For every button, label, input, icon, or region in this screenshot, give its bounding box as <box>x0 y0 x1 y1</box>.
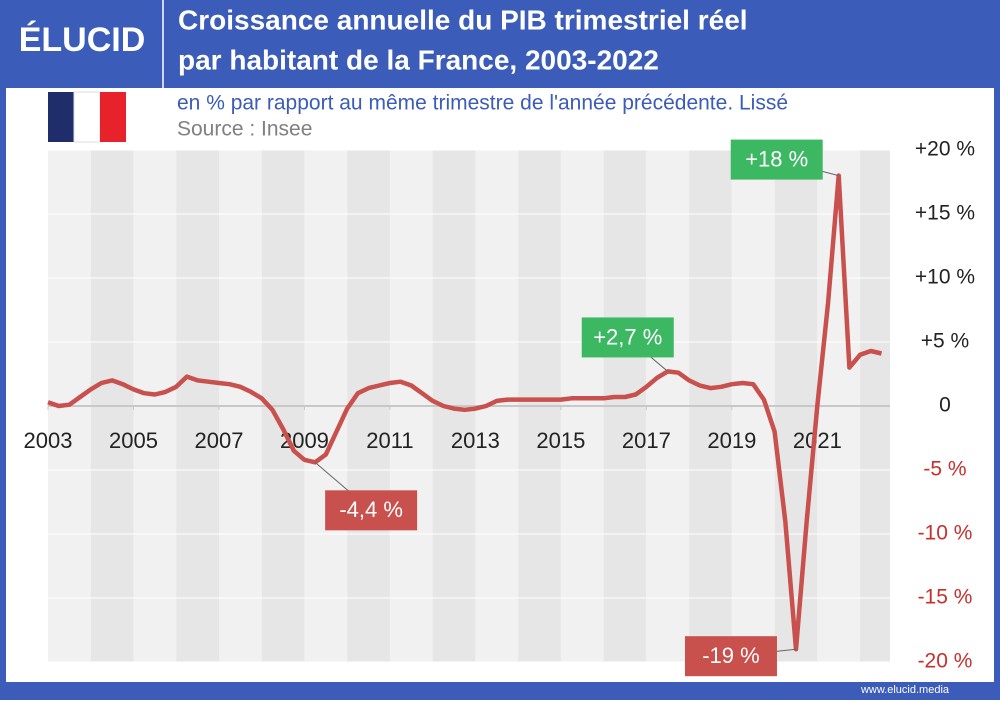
y-tick-label: +20 % <box>915 138 975 161</box>
flag-red <box>100 92 126 142</box>
title-line: par habitant de la France, 2003-2022 <box>178 44 659 75</box>
flag-blue <box>48 92 74 142</box>
flag-white <box>73 91 101 143</box>
flag <box>48 91 126 143</box>
annotation-box <box>684 636 777 677</box>
brand: ÉLUCID <box>19 21 146 59</box>
x-tick-label: 2021 <box>793 428 842 453</box>
y-tick-label: -5 % <box>923 458 966 481</box>
y-tick-label: -20 % <box>918 650 973 673</box>
y-tick-label: +10 % <box>915 266 975 289</box>
x-tick-label: 2011 <box>366 428 413 453</box>
title-line: Croissance annuelle du PIB trimestriel r… <box>178 4 748 35</box>
x-tick-label: 2015 <box>536 428 585 453</box>
annotation-box <box>325 490 418 531</box>
x-tick-label: 2003 <box>24 428 73 453</box>
x-tick-label: 2005 <box>109 428 158 453</box>
y-tick-label: -10 % <box>918 522 973 545</box>
data-line <box>47 173 883 652</box>
x-tick-label: 2013 <box>451 428 500 453</box>
y-tick-label: +15 % <box>915 202 975 225</box>
x-tick-label: 2019 <box>707 428 756 453</box>
source: Source : Insee <box>177 118 312 141</box>
x-tick-label: 2007 <box>194 428 243 453</box>
y-tick-label: +5 % <box>921 330 969 353</box>
annotation-label: -19 % <box>702 643 759 668</box>
y-tick-label: -15 % <box>918 586 973 609</box>
x-tick-label: 2017 <box>622 428 671 453</box>
annotation-label: +18 % <box>745 146 808 171</box>
subtitle: en % par rapport au même trimestre de l'… <box>177 92 788 115</box>
y-tick-label: 0 <box>939 394 951 417</box>
annotation-box <box>730 139 823 180</box>
annotation-label: +2,7 % <box>593 324 662 349</box>
footer: www.elucid.media <box>860 684 950 696</box>
annotation-box <box>581 317 674 358</box>
annotation-label: -4,4 % <box>339 497 403 522</box>
